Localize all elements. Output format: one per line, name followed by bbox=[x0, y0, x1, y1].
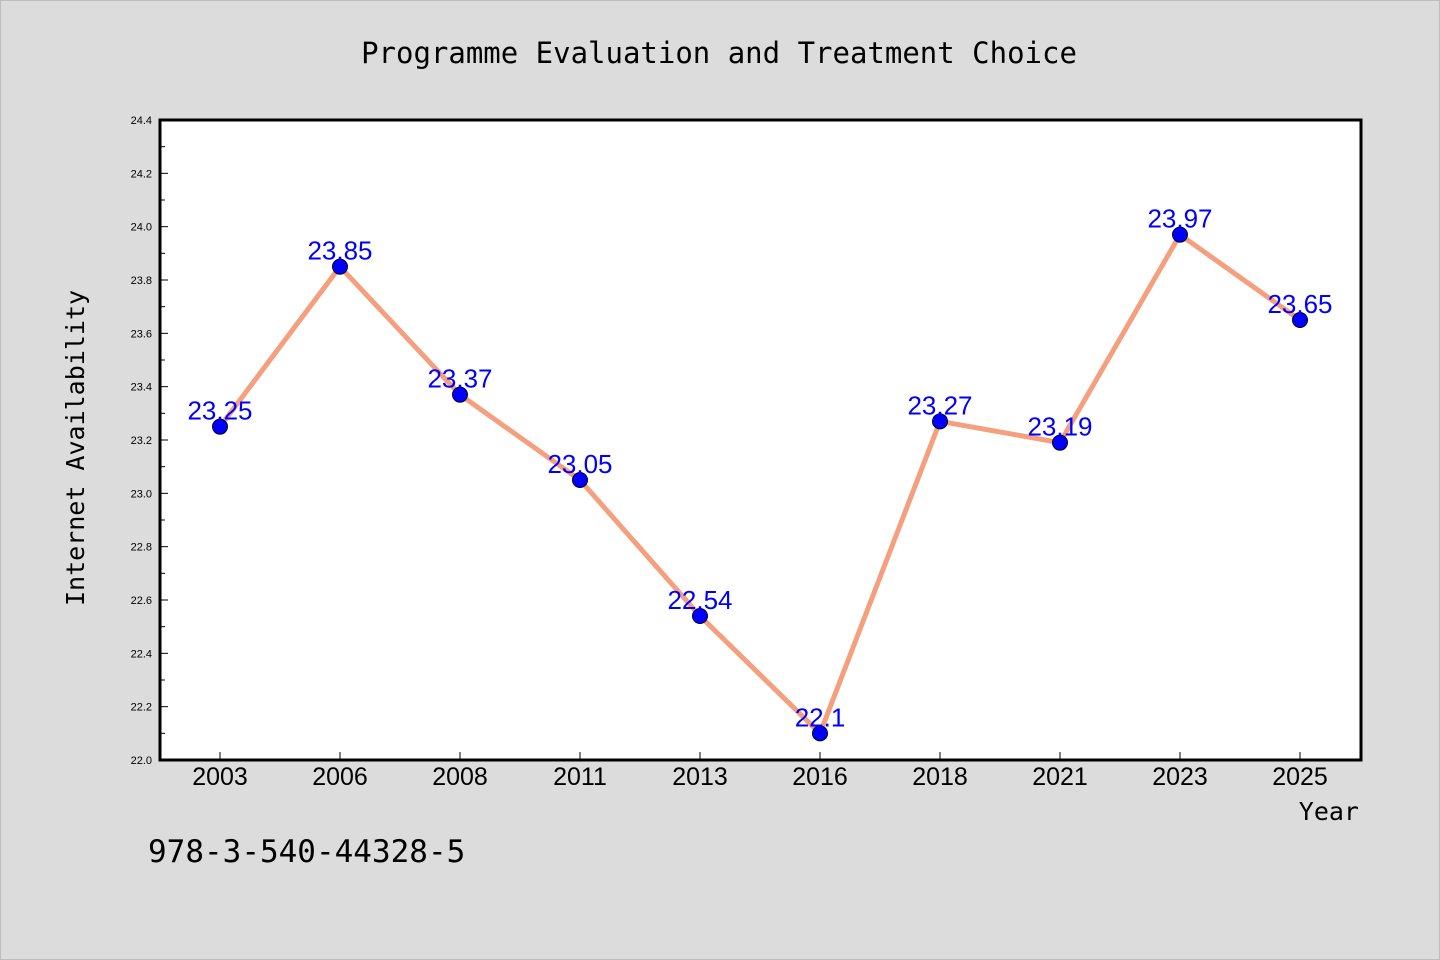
x-tick-label: 2016 bbox=[792, 763, 848, 791]
data-point bbox=[932, 413, 948, 430]
data-label: 23.19 bbox=[1027, 412, 1092, 442]
x-tick-label: 2008 bbox=[432, 763, 488, 791]
x-tick-label: 2011 bbox=[553, 763, 607, 791]
y-tick-label: 24.4 bbox=[131, 115, 152, 127]
data-label: 23.65 bbox=[1267, 289, 1332, 319]
y-tick-label: 22.6 bbox=[131, 595, 152, 607]
data-label: 22.54 bbox=[667, 585, 732, 615]
y-tick-label: 22.4 bbox=[131, 648, 152, 660]
x-tick-label: 2018 bbox=[912, 763, 968, 791]
data-label: 22.1 bbox=[795, 702, 846, 732]
data-label: 23.85 bbox=[307, 236, 372, 266]
data-point bbox=[572, 472, 588, 488]
plot-border bbox=[158, 118, 1363, 762]
x-axis-label: Year bbox=[1299, 797, 1359, 826]
data-point bbox=[332, 258, 348, 275]
series-line bbox=[217, 232, 1303, 736]
data-label: 23.27 bbox=[907, 390, 972, 420]
y-axis-label: Internet Availability bbox=[61, 290, 90, 606]
y-axis-ticks: 22.0 22.2 22.4 22.6 22.8 23.0 23.2 23.4 23.6 23.8… bbox=[131, 115, 168, 767]
y-tick-label: 24.0 bbox=[131, 222, 152, 234]
x-tick-label: 2006 bbox=[312, 763, 368, 791]
y-tick-label: 23.8 bbox=[131, 275, 152, 287]
y-tick-label: 24.2 bbox=[131, 168, 152, 180]
x-tick-label: 2013 bbox=[672, 763, 728, 791]
data-point bbox=[212, 418, 228, 435]
x-tick-label: 2021 bbox=[1032, 763, 1088, 791]
data-point bbox=[1292, 312, 1308, 328]
y-tick-label: 23.6 bbox=[131, 328, 152, 340]
y-tick-label: 22.0 bbox=[131, 755, 152, 767]
data-point bbox=[1172, 226, 1188, 243]
y-tick-label: 22.8 bbox=[131, 542, 152, 554]
data-point bbox=[692, 608, 708, 624]
y-tick-label: 23.4 bbox=[131, 382, 152, 394]
data-point bbox=[812, 725, 828, 742]
data-label: 23.05 bbox=[547, 449, 612, 479]
data-label: 23.97 bbox=[1147, 204, 1212, 234]
y-tick-label: 22.2 bbox=[131, 702, 152, 714]
chart-title: Programme Evaluation and Treatment Choic… bbox=[361, 36, 1077, 70]
x-tick-label: 2003 bbox=[192, 763, 248, 791]
x-axis-ticks: 2003 2006 2008 2011 2013 2016 2018 2021 2023 2025 bbox=[192, 752, 1328, 791]
plot-area bbox=[160, 120, 1361, 760]
y-tick-label: 23.2 bbox=[131, 435, 152, 447]
y-tick-label: 23.0 bbox=[131, 488, 152, 500]
data-point bbox=[452, 386, 468, 403]
series-group: 23.25 23.85 23.37 23.05 22.54 22.1 23.27 23.19 2… bbox=[187, 204, 1333, 742]
x-tick-label: 2023 bbox=[1152, 763, 1208, 791]
x-tick-label: 2025 bbox=[1272, 763, 1328, 791]
data-label: 23.25 bbox=[187, 396, 252, 426]
data-label: 23.37 bbox=[427, 364, 492, 394]
isbn-code: 978-3-540-44328-5 bbox=[148, 834, 466, 870]
data-point bbox=[1052, 434, 1068, 451]
